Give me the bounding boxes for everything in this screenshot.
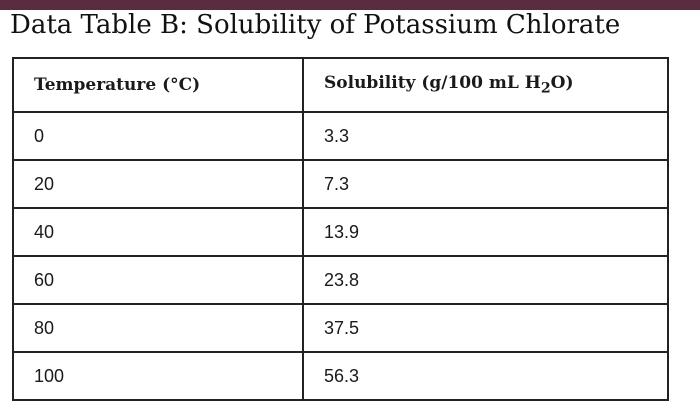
header-row: Temperature (°C) Solubility (g/100 mL H2… [12, 57, 669, 113]
table-row: 0 3.3 [12, 111, 669, 161]
temperature-cell: 40 [12, 207, 304, 257]
solubility-cell: 7.3 [302, 159, 669, 209]
temperature-cell: 80 [12, 303, 304, 353]
solubility-cell: 3.3 [302, 111, 669, 161]
temperature-cell: 60 [12, 255, 304, 305]
solubility-header-prefix: Solubility (g/100 mL H [324, 73, 541, 94]
solubility-cell: 37.5 [302, 303, 669, 353]
page-title: Data Table B: Solubility of Potassium Ch… [10, 10, 621, 40]
table-row: 20 7.3 [12, 159, 669, 209]
table-row: 40 13.9 [12, 207, 669, 257]
solubility-cell: 56.3 [302, 351, 669, 401]
solubility-cell: 13.9 [302, 207, 669, 257]
table-row: 80 37.5 [12, 303, 669, 353]
solubility-cell: 23.8 [302, 255, 669, 305]
table-row: 60 23.8 [12, 255, 669, 305]
top-accent-bar [0, 0, 700, 10]
temperature-cell: 20 [12, 159, 304, 209]
temperature-cell: 0 [12, 111, 304, 161]
solubility-header: Solubility (g/100 mL H2O) [302, 57, 669, 113]
solubility-table: Temperature (°C) Solubility (g/100 mL H2… [12, 57, 669, 401]
temperature-cell: 100 [12, 351, 304, 401]
temperature-header: Temperature (°C) [12, 57, 304, 113]
table-row: 100 56.3 [12, 351, 669, 401]
solubility-header-suffix: O) [550, 73, 574, 94]
solubility-header-subscript: 2 [540, 80, 551, 97]
